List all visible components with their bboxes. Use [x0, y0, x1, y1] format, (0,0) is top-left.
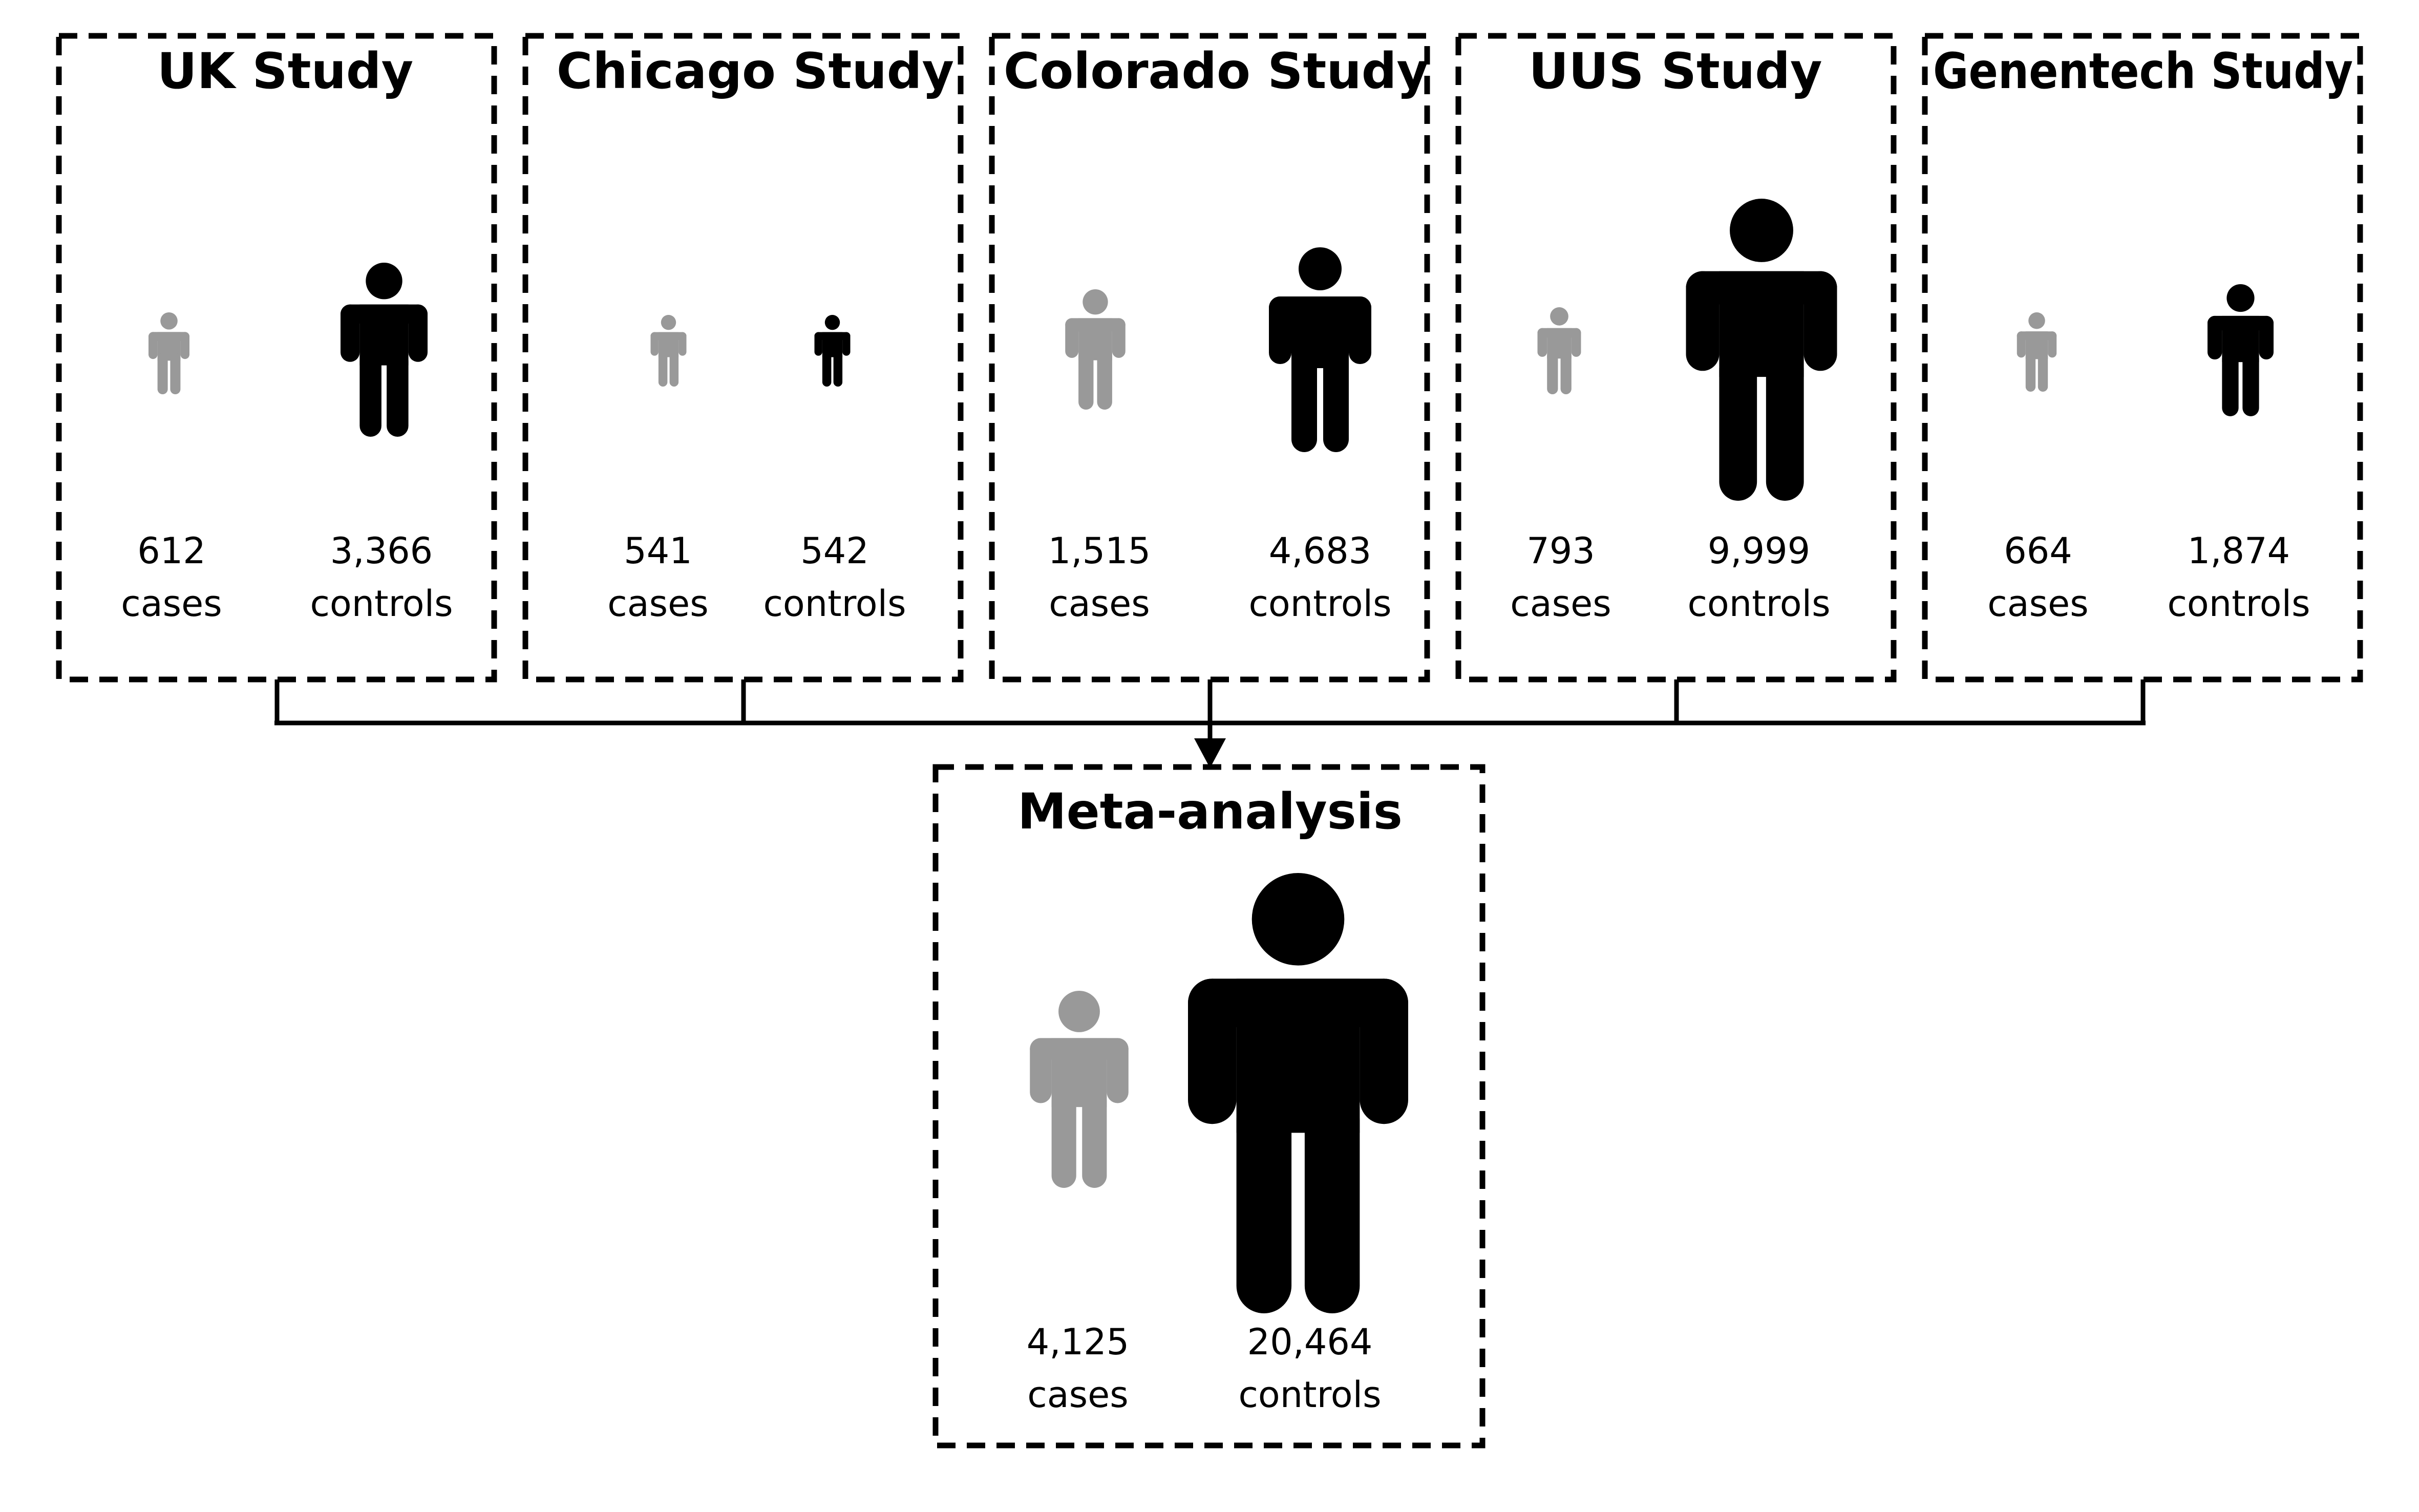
controls-person-icon — [1188, 873, 1408, 1313]
study-title: UK Study — [157, 42, 413, 100]
study-uk: UK Study 612 cases 3,366 controls — [56, 33, 497, 683]
connector-lines — [274, 679, 2146, 742]
controls-person-icon — [341, 263, 428, 437]
cases-count: 4,125 — [1027, 1321, 1129, 1363]
cases-person-icon — [1030, 991, 1129, 1188]
cases-count: 612 — [137, 530, 206, 572]
study-title: UUS Study — [1529, 42, 1822, 100]
study-genentech: Genentech Study 664 cases 1,874 controls — [1922, 33, 2363, 683]
study-uus: UUS Study 793 cases 9,999 controls — [1455, 33, 1897, 683]
controls-count: 9,999 — [1708, 530, 1810, 572]
cases-person-icon — [1537, 307, 1581, 394]
study-chicago: Chicago Study 541 cases 542 controls — [522, 33, 964, 683]
cases-person-icon — [1065, 289, 1126, 410]
cases-label: cases — [121, 583, 222, 625]
controls-label: controls — [1238, 1374, 1381, 1416]
controls-person-icon — [814, 315, 851, 387]
controls-person-icon — [1686, 199, 1837, 501]
studies-row: UK Study 612 cases 3,366 controls Chicag… — [56, 33, 2363, 683]
cases-label: cases — [1987, 583, 2088, 625]
controls-person-icon — [2208, 284, 2274, 416]
controls-label: controls — [310, 583, 453, 625]
controls-count: 20,464 — [1247, 1321, 1373, 1363]
meta-analysis: Meta-analysis 4,125 cases 20,464 control… — [932, 764, 1486, 1449]
cases-person-icon — [2017, 312, 2057, 392]
study-title: Genentech Study — [1933, 42, 2353, 100]
study-box — [989, 33, 1430, 683]
controls-label: controls — [2167, 583, 2310, 625]
cases-count: 541 — [624, 530, 692, 572]
controls-count: 4,683 — [1269, 530, 1371, 572]
controls-label: controls — [763, 583, 906, 625]
study-box — [1922, 33, 2363, 683]
controls-count: 1,874 — [2188, 530, 2290, 572]
controls-count: 542 — [800, 530, 869, 572]
cases-label: cases — [1027, 1374, 1128, 1416]
study-box — [56, 33, 497, 683]
meta-analysis-title: Meta-analysis — [1017, 783, 1403, 840]
controls-person-icon — [1269, 247, 1371, 452]
study-box — [522, 33, 964, 683]
controls-label: controls — [1248, 583, 1391, 625]
study-title: Colorado Study — [1004, 42, 1429, 100]
cases-label: cases — [1049, 583, 1150, 625]
cases-count: 664 — [2004, 530, 2072, 572]
cases-label: cases — [1510, 583, 1611, 625]
cases-person-icon — [650, 315, 687, 387]
study-colorado: Colorado Study 1,515 cases 4,683 control… — [989, 33, 1430, 683]
cases-label: cases — [607, 583, 708, 625]
cases-count: 1,515 — [1048, 530, 1151, 572]
cases-person-icon — [148, 312, 189, 394]
cases-count: 793 — [1526, 530, 1595, 572]
study-box — [1455, 33, 1897, 683]
meta-analysis-box — [932, 764, 1486, 1449]
controls-count: 3,366 — [330, 530, 433, 572]
study-title: Chicago Study — [557, 42, 954, 100]
arrow-down-icon — [1194, 738, 1226, 768]
controls-label: controls — [1687, 583, 1830, 625]
